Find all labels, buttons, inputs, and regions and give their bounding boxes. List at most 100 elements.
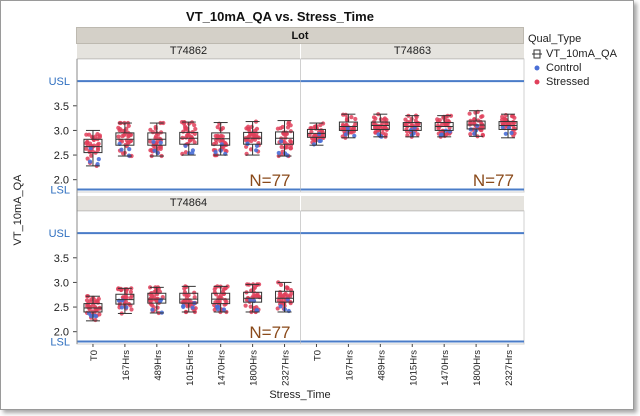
x-tick-label: 167Hrs: [344, 350, 355, 381]
control-point: [183, 143, 188, 148]
facet-header-lot: Lot: [76, 27, 524, 44]
stressed-point: [155, 305, 160, 310]
control-dot-icon: [534, 65, 540, 71]
x-tick-label: T0: [89, 350, 100, 361]
y-tick-label: 3.0: [54, 277, 69, 289]
control-point: [311, 142, 317, 147]
control-point: [158, 140, 163, 145]
stressed-point: [214, 140, 219, 146]
stressed-point: [148, 127, 153, 132]
box-plot-icon: [532, 49, 542, 59]
control-point: [87, 159, 93, 164]
control-point: [221, 307, 227, 312]
control-point: [475, 123, 480, 128]
usl-label: USL: [49, 228, 70, 240]
box-iqr: [147, 292, 167, 304]
stressed-point: [126, 123, 131, 128]
stressed-point: [444, 122, 449, 127]
control-point: [181, 304, 186, 309]
stressed-point: [288, 129, 293, 134]
control-point: [152, 148, 157, 153]
legend-item-control: Control: [528, 61, 581, 75]
control-point: [127, 147, 132, 152]
lsl-label: LSL: [50, 337, 70, 349]
box-iqr: [179, 292, 199, 304]
stressed-point: [128, 289, 133, 294]
stressed-point: [221, 291, 227, 296]
legend: Qual_Type VT_10mA_QA Control Stressed: [528, 33, 617, 89]
x-tick-label: 1800Hrs: [249, 350, 260, 386]
stressed-point: [278, 126, 283, 131]
n-count-label: N=77: [473, 171, 514, 190]
control-point: [150, 307, 155, 312]
stressed-point: [183, 150, 188, 155]
stressed-point: [215, 125, 220, 130]
x-tick-label: 1470Hrs: [217, 350, 228, 386]
stressed-point: [467, 111, 472, 116]
stressed-point: [116, 287, 121, 292]
n-count-label: N=77: [249, 323, 290, 342]
stressed-point: [248, 304, 253, 309]
stressed-point: [503, 113, 508, 118]
stressed-point: [192, 290, 197, 295]
stressed-point: [435, 119, 441, 124]
stressed-point: [223, 148, 228, 153]
legend-title: Qual_Type: [528, 33, 582, 45]
stressed-point: [215, 298, 220, 303]
box-iqr: [243, 291, 263, 303]
stressed-point: [476, 118, 481, 123]
panel-border: [300, 58, 525, 193]
stressed-point: [279, 144, 284, 150]
x-tick-label: 1015Hrs: [185, 350, 196, 386]
stressed-point: [283, 135, 288, 140]
stressed-point: [378, 117, 383, 122]
control-point: [352, 133, 357, 138]
control-point: [190, 305, 195, 310]
control-point: [151, 139, 156, 144]
stressed-point: [275, 306, 280, 311]
stressed-point: [256, 294, 261, 299]
stressed-point: [213, 285, 218, 290]
stressed-point: [415, 132, 420, 137]
legend-label-stressed: Stressed: [546, 76, 590, 88]
box-iqr: [275, 290, 295, 303]
stressed-point: [95, 132, 100, 137]
stressed-point: [248, 147, 254, 152]
stressed-point: [351, 125, 356, 130]
y-tick-label: 2.0: [54, 327, 69, 339]
control-point: [245, 141, 250, 146]
stressed-point: [220, 126, 225, 131]
x-tick-label: 167Hrs: [121, 350, 132, 381]
stressed-point: [91, 137, 96, 143]
control-point: [500, 125, 505, 130]
panel-border: [300, 210, 525, 345]
stressed-point: [243, 303, 248, 308]
control-point: [279, 139, 284, 144]
stressed-point: [283, 145, 288, 150]
stressed-point: [93, 317, 98, 323]
stressed-point: [373, 130, 378, 135]
stressed-point: [382, 116, 387, 121]
control-point: [214, 304, 220, 309]
legend-label-control: Control: [546, 62, 582, 74]
control-point: [317, 131, 322, 137]
control-point: [503, 131, 508, 136]
stressed-point: [467, 122, 473, 127]
stressed-point: [97, 312, 102, 317]
stressed-point: [84, 298, 90, 303]
stressed-point: [252, 128, 257, 133]
y-tick-label: 3.5: [54, 101, 69, 113]
stressed-point: [289, 140, 294, 145]
stressed-point: [151, 294, 157, 299]
stressed-point: [509, 114, 515, 119]
stressed-point: [219, 138, 225, 143]
stressed-point: [289, 291, 294, 296]
stressed-point: [502, 117, 507, 122]
lsl-label: LSL: [50, 185, 70, 197]
control-point: [317, 138, 322, 144]
stressed-point: [95, 147, 101, 152]
stressed-point: [285, 125, 291, 130]
stressed-point: [84, 146, 89, 151]
x-tick-label: 2327Hrs: [281, 350, 292, 386]
